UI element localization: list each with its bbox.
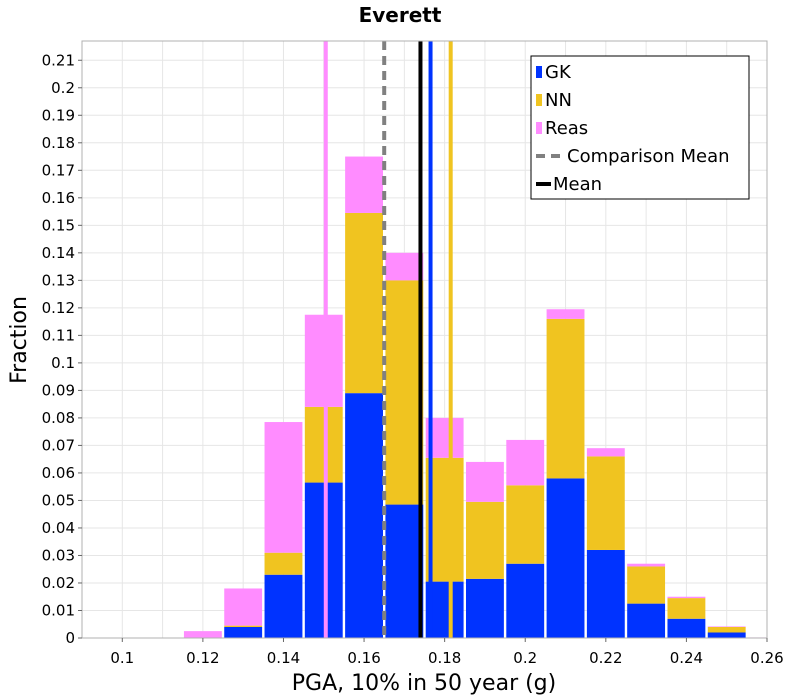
bar-gk-0.24 (667, 618, 706, 638)
chart-title: Everett (359, 3, 442, 27)
y-tick-label: 0.05 (42, 491, 75, 509)
y-tick-label: 0.17 (42, 161, 75, 179)
bar-gk-0.14 (264, 574, 303, 638)
x-tick-label: 0.18 (428, 649, 461, 667)
y-tick-label: 0.13 (42, 271, 75, 289)
x-tick-label: 0.24 (670, 649, 703, 667)
x-axis-ticks: 0.1 0.12 0.14 0.16 0.18 0.2 0.22 0.24 0.26 (110, 638, 784, 667)
y-tick-label: 0.11 (42, 326, 75, 344)
plot-frame (81, 40, 768, 639)
y-tick-label: 0.07 (42, 436, 75, 454)
bar-nn-0.15 (304, 406, 343, 483)
bar-nn-0.19 (466, 501, 504, 579)
y-tick-label: 0.1 (51, 354, 75, 372)
bar-gk-0.20 (506, 563, 545, 638)
y-tick-label: 0 (65, 629, 75, 647)
legend-label: NN (545, 90, 572, 111)
y-tick-label: 0.03 (42, 546, 75, 564)
y-tick-label: 0.18 (42, 134, 75, 152)
bar-reas-0.23 (627, 563, 666, 567)
bar-gk-0.19 (466, 578, 504, 638)
bar-nn-0.14 (264, 552, 303, 575)
bar-reas-0.12 (183, 631, 222, 638)
bar-nn-0.22 (586, 456, 625, 550)
y-tick-label: 0.09 (42, 381, 75, 399)
bars (183, 156, 767, 638)
bar-reas-0.15 (304, 314, 343, 407)
bar-nn-0.20 (506, 485, 545, 564)
bar-reas-0.14 (264, 422, 303, 553)
bar-reas-0.22 (586, 448, 625, 457)
legend-label: Comparison Mean (567, 146, 730, 167)
x-tick-label: 0.16 (347, 649, 380, 667)
bar-gk-0.15 (304, 482, 343, 638)
y-axis-ticks: 0 0.01 0.02 0.03 0.04 0.05 0.06 0.07 0.08 0.09 0.1… (42, 51, 82, 647)
legend-box (530, 55, 750, 200)
y-tick-label: 0.02 (42, 574, 75, 592)
x-tick-label: 0.26 (750, 649, 783, 667)
y-tick-label: 0.14 (42, 244, 75, 262)
x-tick-label: 0.12 (186, 649, 219, 667)
bar-nn-0.24 (667, 598, 706, 619)
legend-label: GK (545, 62, 572, 83)
bar-nn-0.21 (546, 318, 585, 479)
y-tick-label: 0.15 (42, 216, 75, 234)
bar-nn-0.25 (707, 626, 746, 633)
bar-gk-0.17 (385, 504, 424, 638)
bar-reas-0.20 (506, 439, 545, 486)
bar-reas-0.21 (546, 309, 585, 319)
bar-gk-0.16 (345, 393, 383, 638)
reference-lines (323, 41, 453, 638)
y-tick-label: 0.01 (42, 601, 75, 619)
x-tick-label: 0.22 (589, 649, 622, 667)
x-tick-label: 0.2 (513, 649, 537, 667)
y-tick-label: 0.16 (42, 189, 75, 207)
bar-gk-0.25 (707, 632, 746, 638)
y-tick-label: 0.19 (42, 106, 75, 124)
bar-gk-0.21 (546, 478, 585, 638)
bar-gk-0.22 (586, 549, 625, 638)
legend-swatch-gk (536, 66, 542, 78)
bar-nn-0.23 (627, 566, 666, 604)
x-axis-label: PGA, 10% in 50 year (g) (292, 671, 556, 696)
bar-reas-0.24 (667, 596, 706, 599)
x-tick-label: 0.1 (110, 649, 134, 667)
bar-reas-0.13 (224, 588, 263, 626)
y-axis-label: Fraction (7, 296, 32, 384)
y-tick-label: 0.08 (42, 409, 75, 427)
y-tick-label: 0.04 (42, 519, 75, 537)
bar-reas-0.16 (345, 156, 383, 213)
y-tick-label: 0.2 (51, 79, 75, 97)
y-tick-label: 0.06 (42, 464, 75, 482)
bar-reas-0.25 (707, 626, 746, 627)
bar-reas-0.17 (385, 252, 424, 281)
legend-label: Reas (545, 118, 588, 139)
y-tick-label: 0.12 (42, 299, 75, 317)
y-tick-label: 0.21 (42, 51, 75, 69)
legend-label: Mean (553, 174, 602, 195)
legend: GK NN Reas Comparison Mean Mean (530, 55, 750, 200)
bar-gk-0.23 (627, 603, 666, 638)
bar-nn-0.16 (345, 212, 383, 394)
bar-reas-0.19 (466, 461, 504, 502)
bar-nn-0.17 (385, 280, 424, 505)
bar-gk-0.13 (224, 626, 263, 638)
bar-nn-0.13 (224, 625, 263, 627)
legend-swatch-reas (536, 122, 542, 134)
x-tick-label: 0.14 (267, 649, 300, 667)
legend-swatch-nn (536, 94, 542, 106)
